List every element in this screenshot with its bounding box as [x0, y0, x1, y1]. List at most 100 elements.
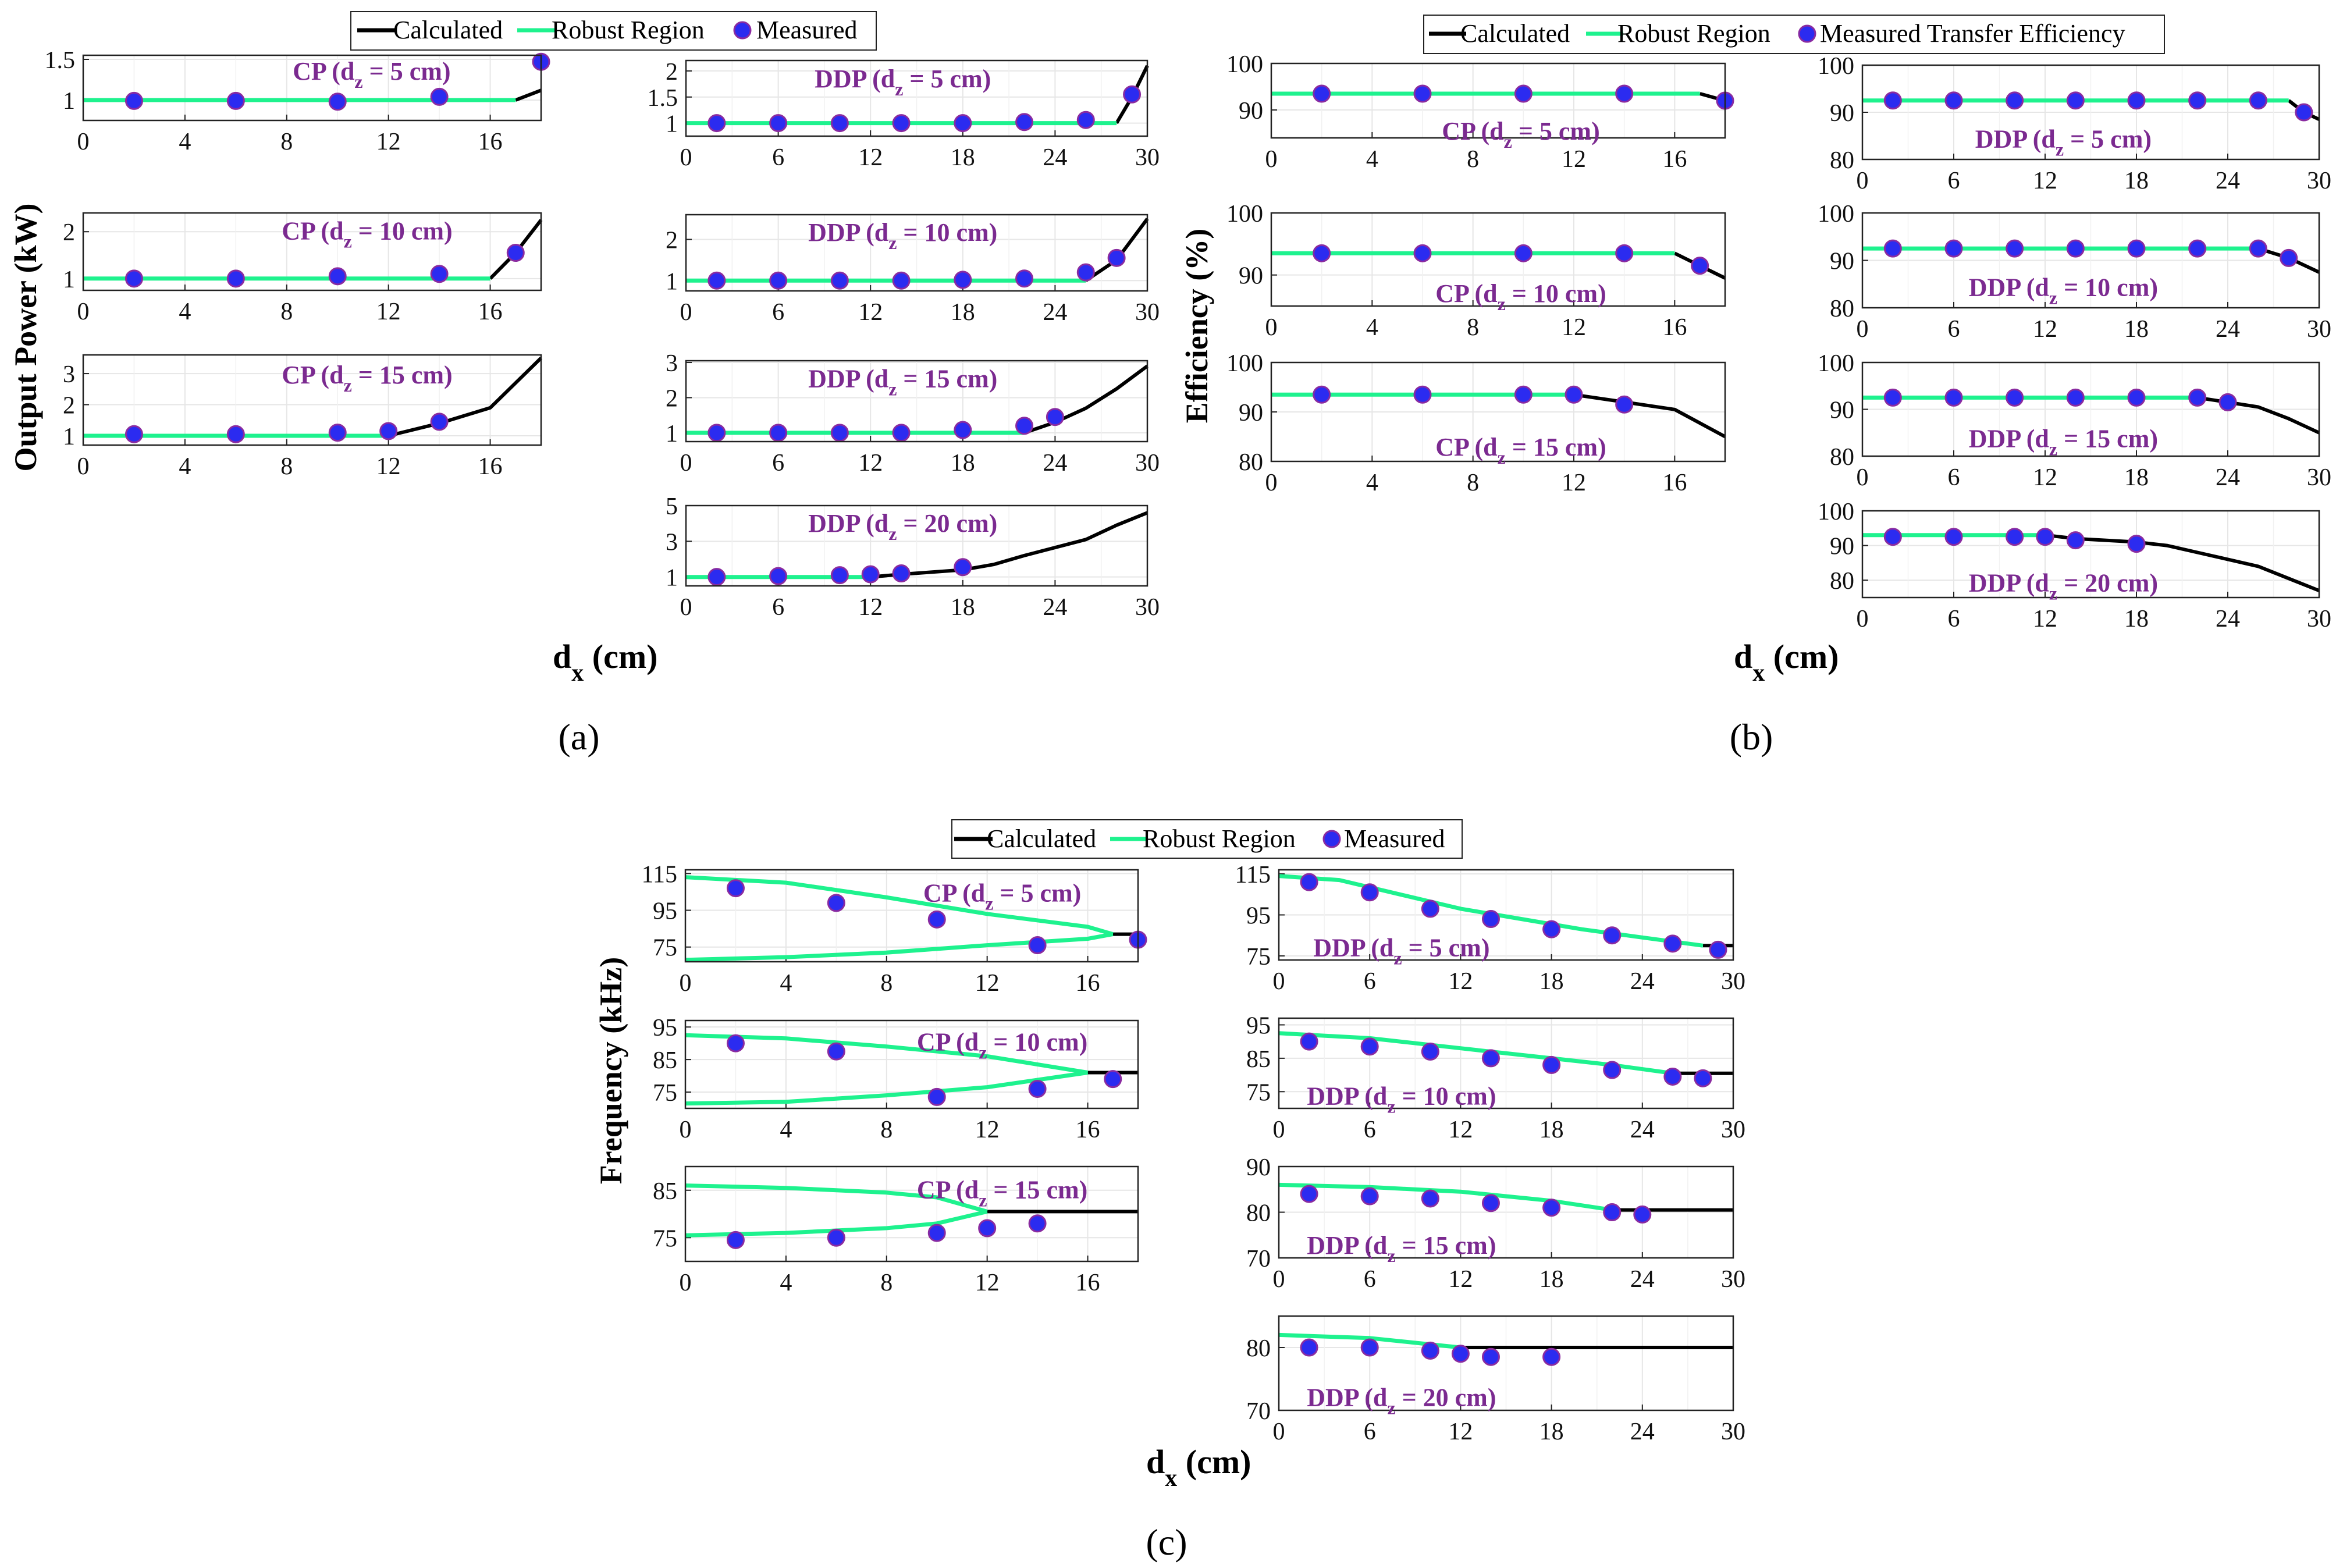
x-tick-label: 12: [975, 1117, 1000, 1143]
x-tick-label: 16: [1076, 1117, 1100, 1143]
y-tick-label: 115: [642, 861, 677, 888]
x-tick-label: 24: [1630, 968, 1655, 995]
y-tick-label: 115: [1235, 862, 1271, 888]
calculated-line: [515, 88, 542, 102]
measured-point: [1015, 269, 1034, 288]
x-tick-label: 18: [951, 594, 975, 621]
x-tick-label: 30: [1135, 594, 1160, 621]
plot-frame: [684, 1165, 1139, 1263]
x-tick-label: 18: [1539, 1266, 1564, 1293]
measured-point: [328, 424, 347, 442]
measured-point: [2188, 388, 2207, 407]
measured-point: [861, 565, 880, 584]
x-tick-label: 12: [376, 129, 401, 155]
y-tick-label: 100: [1818, 350, 1854, 377]
measured-point: [2006, 91, 2024, 110]
x-tick-label: 24: [1630, 1266, 1655, 1293]
x-tick-label: 30: [1135, 299, 1160, 326]
y-tick-label: 80: [1830, 444, 1854, 471]
plot-area: [685, 870, 1138, 962]
x-tick-label: 0: [1273, 1418, 1285, 1445]
y-tick-label: 75: [1246, 1079, 1271, 1106]
subplot-title: CP (dz = 15 cm): [1435, 433, 1606, 468]
y-tick-label: 90: [1239, 400, 1263, 426]
subplot-title: DDP (dz = 10 cm): [1969, 273, 2158, 308]
subplot-title: CP (dz = 5 cm): [1442, 117, 1599, 152]
measured-point: [1514, 84, 1533, 103]
measured-point: [1015, 113, 1034, 131]
x-tick-label: 6: [1948, 316, 1960, 343]
measured-point: [379, 422, 398, 440]
measured-point: [830, 114, 849, 133]
plot-frame: [82, 54, 542, 122]
measured-point: [1300, 873, 1318, 891]
y-tick-label: 80: [1830, 568, 1854, 595]
x-tick-label: 12: [376, 298, 401, 325]
subplot-b-ddp10: 0 6 12 18 24 30 80 90 100 DDP (dz = 10 cm): [1818, 201, 2331, 343]
measured-point: [1413, 385, 1432, 404]
measured-point: [1691, 257, 1709, 275]
measured-point: [2295, 103, 2313, 122]
measured-point: [1300, 1185, 1318, 1203]
measured-point: [1104, 1070, 1122, 1089]
x-tick-label: 16: [478, 298, 503, 325]
x-tick-label: 16: [1662, 146, 1687, 173]
measured-point: [769, 114, 788, 133]
measured-point: [125, 425, 143, 443]
measured-point: [1481, 1194, 1500, 1213]
measured-point: [769, 567, 788, 585]
x-tick-label: 0: [1857, 168, 1869, 194]
x-tick-label: 0: [1857, 316, 1869, 343]
panel-label-c: (c): [1146, 1521, 1187, 1563]
robust-region-upper-line: [1278, 1332, 1461, 1350]
measured-point: [2249, 239, 2267, 258]
x-tick-label: 12: [858, 299, 883, 326]
ylabel-b: Efficiency (%): [1179, 229, 1214, 423]
subplot-a-ddp20: 0 6 12 18 24 30 1 3 5 DDP (dz = 20 cm): [666, 493, 1160, 621]
y-tick-label: 100: [1226, 51, 1263, 78]
x-tick-label: 18: [2124, 168, 2149, 194]
measured-point: [892, 271, 911, 290]
subplot-b-cp10: 0 4 8 12 16 90 100 CP (dz = 10 cm): [1226, 201, 1726, 341]
y-tick-label: 1.5: [648, 85, 678, 112]
x-tick-label: 12: [1448, 968, 1473, 995]
subplot-b-ddp20: 0 6 12 18 24 30 80 90 100 DDP (dz = 20 cm): [1818, 499, 2331, 632]
plot-frame: [685, 504, 1149, 587]
x-tick-label: 0: [77, 129, 90, 155]
measured-point: [1542, 1055, 1561, 1074]
plot-frame: [1278, 1165, 1734, 1259]
x-tick-label: 0: [1265, 470, 1278, 496]
measured-point: [1481, 910, 1500, 929]
measured-point: [2188, 91, 2207, 110]
legend-c-calculated: Calculated: [987, 824, 1096, 853]
measured-point: [1565, 385, 1583, 404]
plot-frame: [1270, 62, 1726, 139]
legend-a-calculated: Calculated: [393, 16, 503, 44]
x-tick-label: 12: [975, 1270, 1000, 1296]
calculated-line: [2197, 396, 2320, 435]
measured-point: [226, 425, 245, 443]
x-tick-label: 12: [858, 450, 883, 477]
measured-point: [1603, 926, 1622, 945]
calculated-line: [1573, 393, 1726, 439]
measured-point: [1709, 940, 1727, 959]
measured-point: [1451, 1345, 1470, 1363]
measured-point: [954, 271, 972, 289]
subplot-title: CP (dz = 5 cm): [293, 57, 450, 92]
x-tick-label: 4: [1366, 314, 1378, 341]
measured-point: [1615, 395, 1634, 414]
x-tick-label: 18: [2124, 464, 2149, 491]
measured-point: [1603, 1061, 1622, 1079]
subplot-a-cp5: 0 4 8 12 16 1 1.5 CP (dz = 5 cm): [45, 47, 550, 155]
measured-point: [1514, 244, 1533, 262]
measured-point: [1421, 899, 1439, 918]
x-tick-label: 0: [1273, 968, 1285, 995]
plot-frame: [1861, 64, 2320, 161]
measured-point: [707, 114, 726, 133]
subplot-title: DDP (dz = 20 cm): [1969, 569, 2158, 604]
x-tick-label: 4: [179, 298, 191, 325]
x-tick-label: 8: [280, 453, 293, 480]
x-tick-label: 18: [2124, 316, 2149, 343]
calculated-line: [1023, 364, 1149, 435]
